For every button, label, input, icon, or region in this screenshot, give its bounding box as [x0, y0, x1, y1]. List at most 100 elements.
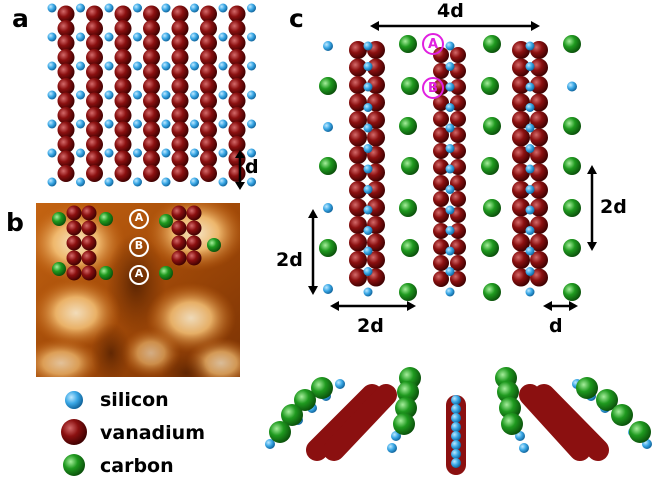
vanadium-atom	[81, 220, 97, 236]
silicon-atom	[76, 119, 85, 129]
silicon-atom	[161, 148, 171, 158]
vanadium-atom	[367, 128, 385, 147]
vanadium-atom	[143, 78, 160, 95]
vanadium-atom	[433, 63, 449, 79]
silicon-atom	[445, 164, 455, 174]
vanadium-atom	[530, 128, 548, 147]
carbon-atom	[497, 381, 519, 403]
vanadium-atom	[450, 79, 466, 95]
vanadium-atom	[530, 163, 548, 182]
carbon-atom	[501, 413, 523, 435]
vanadium-atom	[114, 165, 132, 182]
vanadium-atom	[114, 92, 132, 110]
silicon-atom	[133, 148, 142, 158]
vanadium-atom	[433, 95, 449, 111]
vanadium-atom	[57, 136, 75, 153]
vanadium-atom	[114, 34, 132, 52]
silicon-atom	[363, 103, 373, 112]
vanadium-atom	[349, 268, 367, 287]
silicon-atom	[451, 413, 461, 423]
silicon-atom	[323, 284, 333, 294]
carbon-atom	[576, 377, 598, 399]
carbon-atom	[481, 77, 499, 95]
vanadium-atom	[433, 271, 449, 287]
carbon-atom	[99, 266, 113, 280]
silicon-atom	[451, 440, 461, 450]
silicon-atom	[323, 41, 333, 51]
vanadium-atom	[186, 250, 202, 266]
panel-c-perspective-view	[265, 367, 652, 475]
vanadium-atom	[57, 165, 75, 182]
silicon-atom	[445, 41, 455, 51]
silicon-atom	[525, 123, 535, 133]
vanadium-atom	[171, 220, 187, 236]
carbon-atom	[483, 199, 501, 217]
vanadium-atom	[86, 150, 103, 168]
silicon-atom	[247, 90, 256, 100]
panel-label-a: a	[12, 4, 29, 33]
vanadium-atom	[228, 92, 246, 110]
silicon-atom	[104, 61, 114, 71]
vanadium-atom	[512, 268, 530, 287]
carbon-atom	[281, 404, 303, 426]
site-label-a-top: A	[134, 211, 144, 224]
vanadium-atom	[143, 63, 160, 81]
vanadium-atom	[86, 49, 103, 66]
vanadium-atom	[66, 250, 82, 266]
stm-image	[36, 203, 240, 377]
silicon-atom	[445, 185, 455, 194]
vanadium-atom	[200, 150, 217, 168]
vanadium-atom	[81, 250, 97, 266]
vanadium-atom	[200, 121, 217, 139]
silicon-atom	[519, 443, 529, 453]
site-label-b: B	[134, 239, 144, 252]
vanadium-atom	[200, 165, 217, 182]
vanadium-atom	[367, 251, 385, 269]
vanadium-atom	[171, 20, 189, 37]
silicon-atom	[363, 41, 373, 51]
vanadium-atom	[66, 205, 82, 221]
vanadium-atom	[228, 78, 246, 95]
vanadium-atom	[512, 128, 530, 147]
silicon-atom	[525, 164, 535, 174]
panel-c-d-bottom-label: d	[549, 315, 563, 337]
silicon-atom	[133, 3, 142, 13]
vanadium-atom	[57, 49, 75, 66]
vanadium-atom	[114, 107, 132, 124]
vanadium-atom	[171, 205, 187, 221]
vanadium-atom	[433, 127, 449, 143]
vanadium-atom	[433, 223, 449, 239]
vanadium-atom	[143, 107, 160, 124]
vanadium-atom	[349, 181, 367, 199]
vanadium-atom	[57, 92, 75, 110]
carbon-atom	[99, 212, 113, 226]
vanadium-atom	[114, 78, 132, 95]
silicon-atom	[104, 32, 114, 42]
vanadium-atom	[86, 107, 103, 124]
vanadium-atom	[86, 5, 103, 23]
silicon-atom	[76, 148, 85, 158]
silicon-atom	[247, 119, 256, 129]
vanadium-atom	[200, 78, 217, 95]
vanadium-atom	[81, 205, 97, 221]
silicon-atom	[247, 148, 256, 158]
vanadium-atom	[171, 235, 187, 251]
carbon-atom	[397, 381, 419, 403]
carbon-atom	[481, 239, 499, 257]
panel-c-site-markers	[422, 33, 444, 99]
vanadium-atom	[200, 92, 217, 110]
vanadium-atom	[66, 220, 82, 236]
vanadium-atom	[114, 136, 132, 153]
vanadium-atom	[143, 165, 160, 182]
vanadium-atom	[349, 216, 367, 234]
vanadium-atom	[530, 181, 548, 199]
vanadium-atom	[433, 207, 449, 223]
vanadium-atom	[143, 92, 160, 110]
vanadium-atom	[86, 34, 103, 52]
vanadium-atom	[186, 220, 202, 236]
carbon-atom	[563, 239, 581, 257]
silicon-atom	[218, 119, 228, 129]
vanadium-atom	[450, 223, 466, 239]
vanadium-atom	[171, 165, 189, 182]
vanadium-atom	[200, 63, 217, 81]
